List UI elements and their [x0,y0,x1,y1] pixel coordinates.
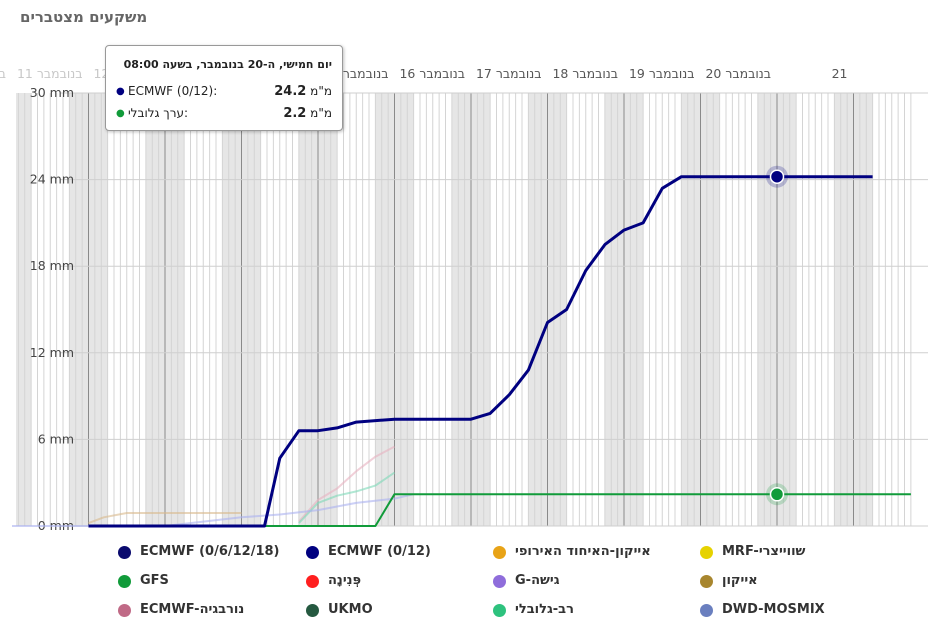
tooltip-row-global: ● ערך גלובלי: מ"מ 2.2 [114,106,332,122]
y-tick-label: 24 mm [30,172,74,187]
tooltip-row-ecmwf: ● ECMWF (0/12): מ"מ 24.2 [114,84,332,100]
chart-legend: ECMWF (0/6/12/18) ECMWF (0/12) אייקון-האיח… [118,543,908,623]
legend-swatch-icon [700,575,713,588]
legend-label: אייקון-האיחוד האירופי [515,544,651,559]
series-dot-icon: ● [116,86,125,97]
legend-swatch-icon [493,546,506,559]
series-line [298,445,395,523]
legend-label: G-גישה [515,573,560,588]
legend-label: UKMO [328,602,373,617]
tooltip-series-name: ECMWF (0/12): [128,84,218,98]
legend-swatch-icon [306,546,319,559]
x-date-label: 11 בנובמבר [17,66,83,81]
legend-label: רב-גלובלי [515,602,574,617]
legend-label: פְּנִינָה [328,573,362,588]
x-date-label: 21 [832,66,848,81]
legend-swatch-icon [700,604,713,617]
x-date-label: 17 בנובמבר [476,66,542,81]
legend-label: GFS [140,573,169,588]
series-line [88,512,242,525]
legend-swatch-icon [306,604,319,617]
night-bands [16,93,873,526]
y-tick-label: 6 mm [38,431,74,446]
x-date-label: 19 בנובמבר [629,66,695,81]
tooltip-series-value: מ"מ 2.2 [283,106,332,121]
legend-swatch-icon [118,575,131,588]
legend-label: MRF-שווייצרי [722,544,806,559]
legend-label: אייקון [722,573,758,588]
y-tick-label: 18 mm [30,258,74,273]
day-gridlines [88,93,854,526]
legend-label: ECMWF-נורבגיה [140,602,245,617]
tooltip-series-name: ערך גלובלי: [128,106,189,120]
chart-title: משקעים מצטברים [20,8,148,26]
x-date-label: 10 בנובמבר [0,66,6,81]
x-date-label: 18 בנובמבר [552,66,618,81]
marker-point [769,486,785,502]
legend-swatch-icon [118,546,131,559]
legend-swatch-icon [493,575,506,588]
legend-label: ECMWF (0/12) [328,544,431,559]
legend-swatch-icon [306,575,319,588]
y-tick-label: 30 mm [30,85,74,100]
hover-markers [766,165,788,506]
series-line [88,493,911,527]
y-tick-label: 12 mm [30,345,74,360]
series-dot-icon: ● [116,108,125,119]
legend-swatch-icon [118,604,131,617]
legend-swatch-icon [493,604,506,617]
series-line [298,471,396,524]
hover-tooltip: יום חמישי, ה-20 בנובמבר, בשעה 08:00 ● EC… [105,45,343,131]
x-date-label: 16 בנובמבר [399,66,465,81]
horizontal-gridlines [60,92,928,527]
legend-label: DWD-MOSMIX [722,602,825,617]
marker-point [769,169,785,184]
x-date-label: 20 בנובמבר [705,66,771,81]
night-band [16,93,32,526]
legend-label: ECMWF (0/6/12/18) [140,544,280,559]
tooltip-title: יום חמישי, ה-20 בנובמבר, בשעה 08:00 [123,58,332,71]
tooltip-series-value: מ"מ 24.2 [274,84,332,99]
legend-swatch-icon [700,546,713,559]
